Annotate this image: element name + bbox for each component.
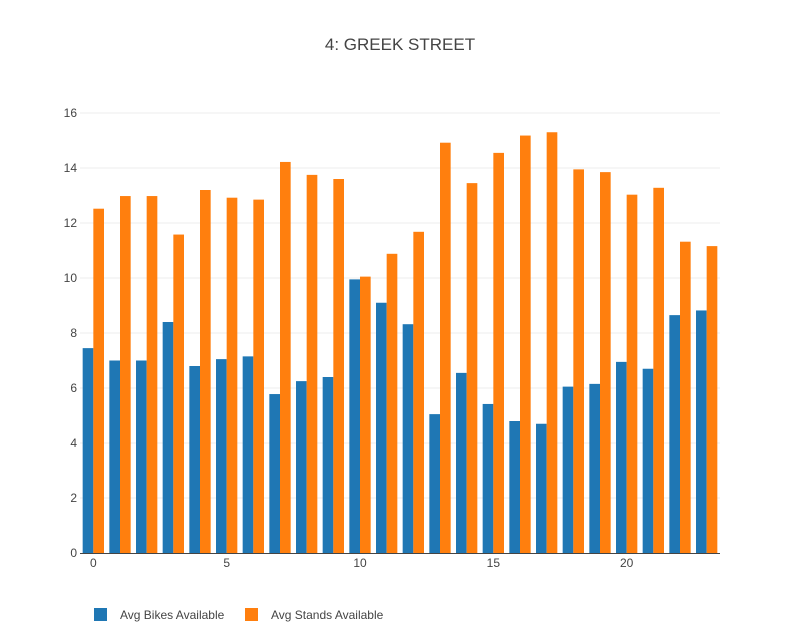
bar	[216, 359, 227, 553]
bar	[616, 361, 627, 553]
bar	[600, 172, 611, 553]
x-tick-label: 10	[353, 556, 367, 570]
bar	[333, 179, 344, 553]
bar	[482, 403, 494, 553]
y-tick-label: 0	[70, 546, 77, 560]
legend-swatch	[94, 608, 107, 621]
y-tick-label: 16	[64, 106, 78, 120]
bar	[546, 132, 558, 553]
bar	[573, 169, 584, 553]
bar	[226, 197, 238, 553]
bar	[120, 196, 131, 554]
y-tick-label: 2	[70, 491, 77, 505]
bar	[360, 276, 371, 553]
chart-title: 4: GREEK STREET	[325, 35, 475, 54]
bar	[189, 366, 200, 553]
x-tick-label: 15	[487, 556, 501, 570]
bar	[653, 187, 664, 554]
bar	[642, 368, 654, 553]
y-tick-label: 12	[64, 216, 78, 230]
bar	[82, 348, 94, 553]
bar	[466, 183, 478, 553]
bar	[536, 423, 547, 553]
x-tick-label: 20	[620, 556, 634, 570]
bar	[669, 315, 680, 553]
y-tick-label: 14	[64, 161, 78, 175]
bar	[706, 246, 718, 553]
bar	[520, 135, 531, 554]
legend-label: Avg Bikes Available	[120, 608, 225, 622]
bar	[429, 414, 440, 553]
y-tick-label: 8	[70, 326, 77, 340]
bar	[493, 152, 504, 553]
bar	[589, 383, 600, 553]
bar	[696, 310, 707, 553]
bar	[626, 194, 638, 554]
bar	[109, 360, 120, 553]
x-tick-label: 5	[223, 556, 230, 570]
bar	[456, 372, 467, 553]
axes: 0 2 4 6 8 10 12 14 16 0 5 10 15 20	[64, 106, 720, 570]
bar	[280, 161, 291, 553]
bar	[253, 199, 264, 553]
bar	[386, 253, 398, 554]
bar	[680, 241, 691, 553]
legend-swatch	[245, 608, 258, 621]
y-tick-label: 4	[70, 436, 77, 450]
bar	[322, 377, 334, 553]
bar	[242, 356, 254, 553]
bar	[136, 360, 147, 553]
legend: Avg Bikes Available Avg Stands Available	[94, 608, 384, 622]
bar	[162, 322, 174, 553]
x-tick-label: 0	[90, 556, 97, 570]
bar	[93, 208, 104, 553]
bar	[402, 324, 414, 553]
y-tick-label: 6	[70, 381, 77, 395]
bar	[200, 190, 211, 553]
bar	[349, 279, 360, 553]
bar	[440, 142, 451, 553]
bar	[146, 196, 158, 554]
bar	[306, 174, 318, 553]
bar	[269, 394, 280, 553]
bar	[173, 234, 184, 554]
bars	[82, 132, 718, 554]
bar	[296, 381, 307, 553]
bar	[376, 302, 387, 553]
bar	[413, 231, 424, 554]
y-tick-label: 10	[64, 271, 78, 285]
legend-label: Avg Stands Available	[271, 608, 384, 622]
bar	[509, 421, 520, 553]
gridlines	[80, 112, 720, 499]
bar	[562, 386, 574, 553]
